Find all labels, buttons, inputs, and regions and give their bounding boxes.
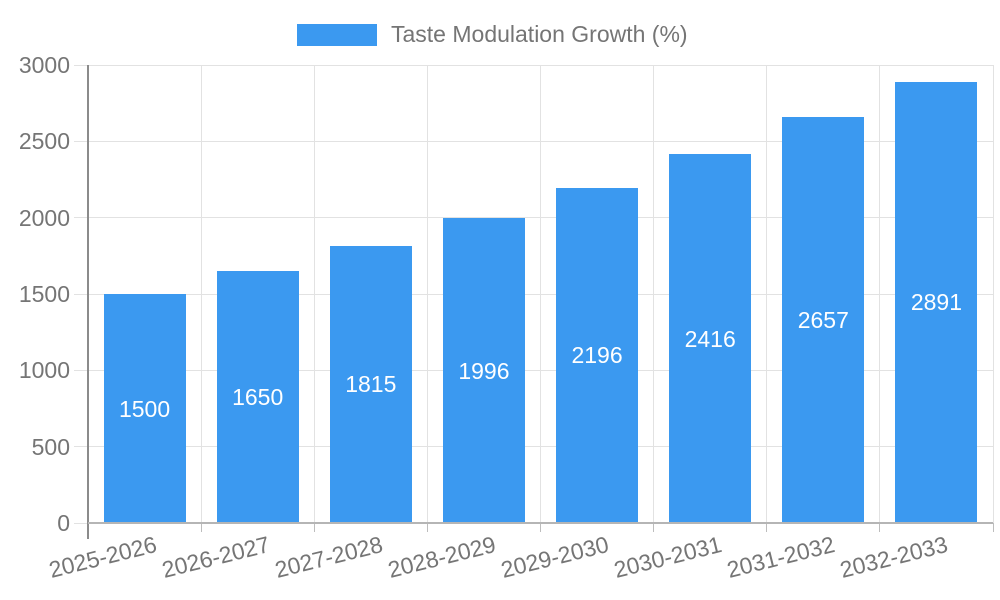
x-gridline: [540, 65, 541, 523]
legend-swatch: [297, 23, 377, 46]
x-gridline: [879, 65, 881, 523]
y-gridline: [74, 140, 993, 142]
y-axis-tick-label: 2500: [18, 128, 70, 155]
x-gridline: [992, 65, 994, 523]
x-axis-tick: [313, 523, 315, 532]
x-gridline: [313, 65, 315, 523]
bar-value-label: 1996: [458, 357, 510, 384]
y-axis-line: [87, 65, 89, 539]
y-axis-tick-label: 3000: [18, 52, 70, 78]
x-axis-tick: [879, 523, 881, 532]
bar[interactable]: [442, 218, 525, 523]
bar[interactable]: [556, 187, 639, 523]
x-axis-tick: [653, 523, 655, 532]
x-axis-tick: [200, 523, 202, 532]
x-gridline: [200, 65, 202, 523]
x-gridline: [426, 65, 428, 523]
x-axis-tick: [766, 523, 768, 532]
bar-value-label: 2657: [797, 307, 849, 334]
y-axis-tick-label: 1000: [18, 357, 70, 384]
y-gridline: [74, 369, 993, 371]
y-axis-tick-label: 2000: [18, 204, 70, 231]
x-gridline: [766, 65, 768, 523]
y-gridline: [74, 217, 993, 219]
bar-value-label: 2416: [684, 325, 736, 352]
bar[interactable]: [216, 271, 299, 523]
y-axis-tick-label: 1500: [18, 281, 70, 307]
legend-label: Taste Modulation Growth (%): [391, 21, 688, 47]
bar-value-label: 2891: [910, 289, 963, 316]
y-gridline: [74, 64, 993, 66]
bar-value-label: 1650: [232, 384, 284, 411]
y-gridline: [74, 293, 993, 295]
x-axis-tick: [992, 523, 994, 532]
y-gridline: [74, 446, 993, 448]
bar[interactable]: [669, 154, 752, 523]
x-axis-tick: [426, 523, 428, 532]
bar-value-label: 1815: [345, 371, 397, 398]
x-gridline: [653, 65, 655, 523]
bar[interactable]: [782, 117, 865, 523]
bar[interactable]: [329, 245, 412, 523]
bar[interactable]: [895, 81, 978, 523]
x-axis-line: [88, 522, 993, 524]
y-axis-tick-label: 0: [57, 510, 70, 536]
x-axis-tick: [540, 523, 541, 532]
y-axis-tick-label: 500: [31, 433, 70, 460]
bar[interactable]: [103, 294, 186, 523]
legend[interactable]: Taste Modulation Growth (%): [297, 21, 688, 48]
bar-value-label: 2196: [571, 342, 623, 369]
bar-value-label: 1500: [118, 395, 171, 422]
